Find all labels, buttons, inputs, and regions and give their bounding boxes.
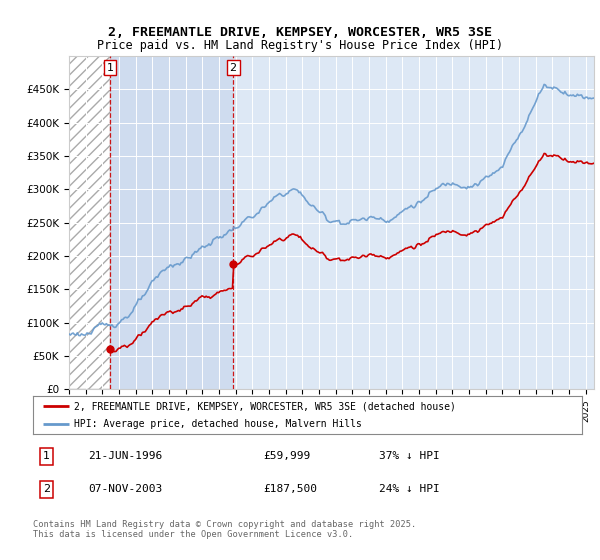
Bar [69,56,110,389]
Text: 2: 2 [230,63,237,73]
Text: £59,999: £59,999 [263,451,311,461]
Text: 1: 1 [107,63,113,73]
Text: £187,500: £187,500 [263,484,317,494]
Text: 2, FREEMANTLE DRIVE, KEMPSEY, WORCESTER, WR5 3SE (detached house): 2, FREEMANTLE DRIVE, KEMPSEY, WORCESTER,… [74,401,456,411]
Text: Contains HM Land Registry data © Crown copyright and database right 2025.
This d: Contains HM Land Registry data © Crown c… [33,520,416,539]
Text: 07-NOV-2003: 07-NOV-2003 [88,484,162,494]
Bar [69,56,110,389]
Text: 21-JUN-1996: 21-JUN-1996 [88,451,162,461]
Text: 2: 2 [43,484,50,494]
Text: Price paid vs. HM Land Registry's House Price Index (HPI): Price paid vs. HM Land Registry's House … [97,39,503,53]
Text: 2, FREEMANTLE DRIVE, KEMPSEY, WORCESTER, WR5 3SE: 2, FREEMANTLE DRIVE, KEMPSEY, WORCESTER,… [108,26,492,39]
Text: 1: 1 [43,451,50,461]
Text: 24% ↓ HPI: 24% ↓ HPI [379,484,440,494]
Bar [110,56,233,389]
Text: HPI: Average price, detached house, Malvern Hills: HPI: Average price, detached house, Malv… [74,419,362,430]
Text: 37% ↓ HPI: 37% ↓ HPI [379,451,440,461]
